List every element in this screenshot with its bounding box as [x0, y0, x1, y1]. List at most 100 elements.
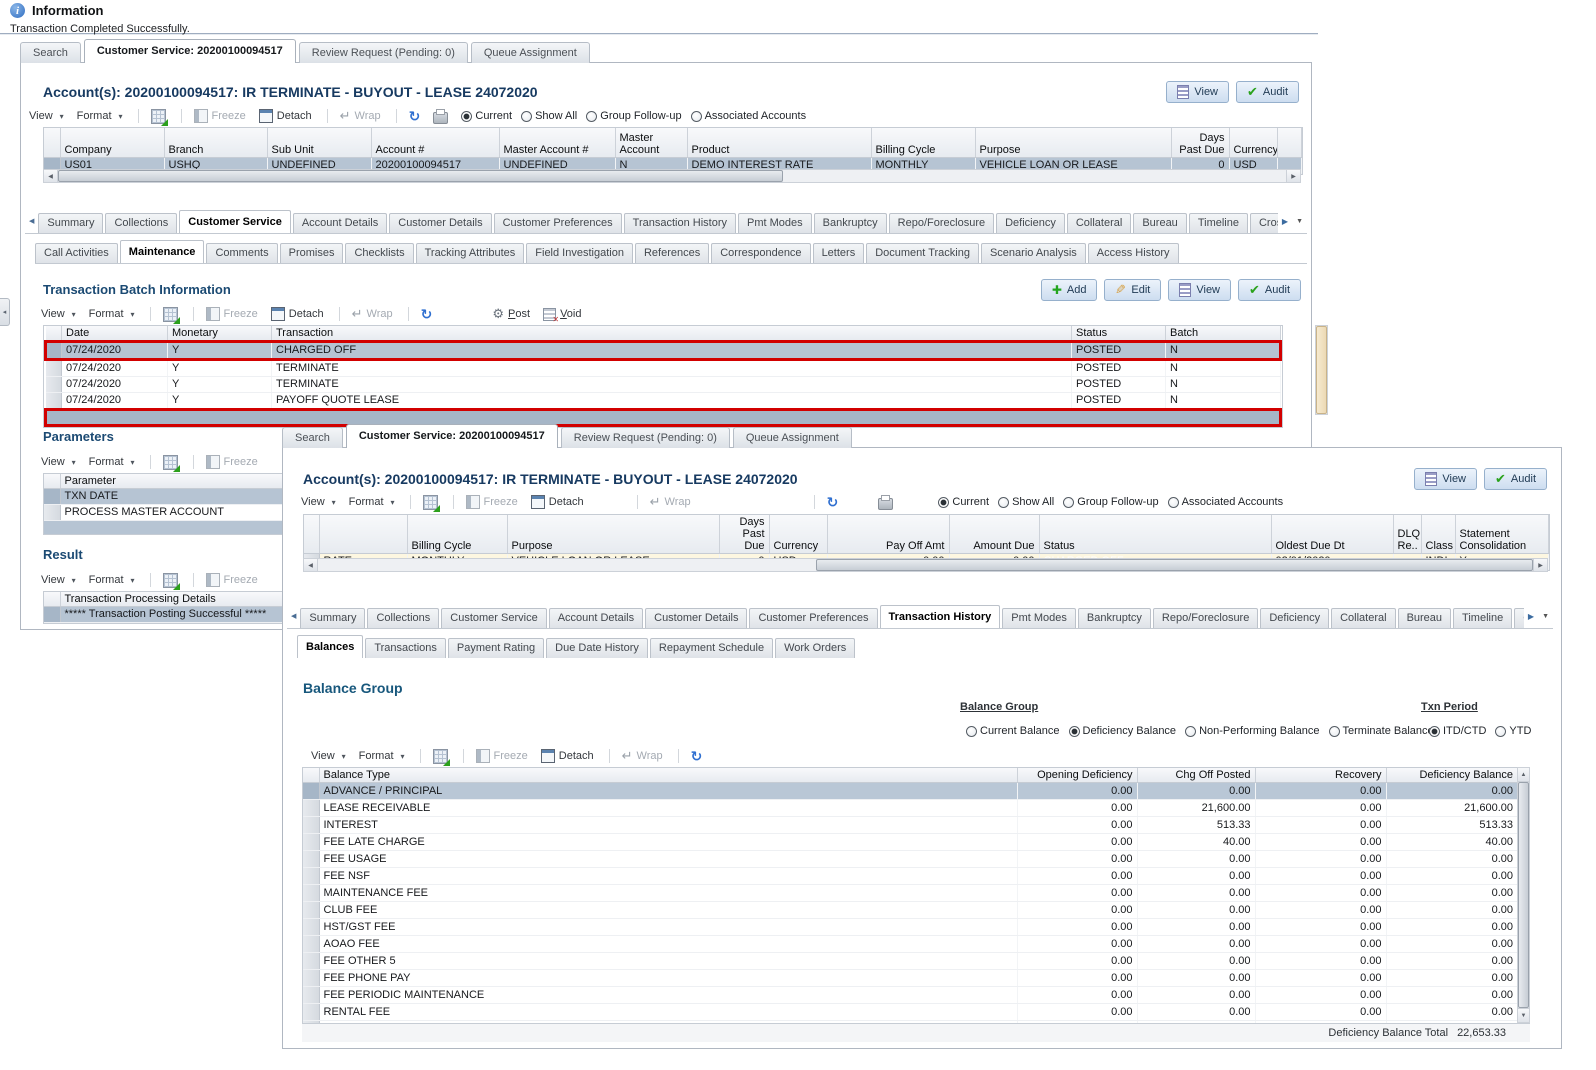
- sub-tab[interactable]: Access History: [1087, 243, 1179, 263]
- row-selector[interactable]: [45, 376, 62, 393]
- window-tab[interactable]: Queue Assignment: [732, 427, 852, 448]
- balance-row[interactable]: INTEREST 0.00 513.33 0.00 513.33: [303, 816, 1518, 834]
- wrap-button[interactable]: Wrap: [340, 108, 381, 124]
- main-tab[interactable]: Timeline: [1453, 608, 1513, 628]
- main-tab[interactable]: Timeline: [1188, 213, 1248, 233]
- balance-row[interactable]: HST/GST FEE 0.00 0.00 0.00 0.00: [303, 918, 1518, 936]
- tabs-scroll-left-icon[interactable]: [287, 606, 300, 626]
- balance-group-radio[interactable]: Deficiency Balance: [1068, 725, 1176, 737]
- main-tab[interactable]: Summary: [300, 608, 366, 628]
- account-filter-radio[interactable]: Current: [938, 496, 989, 508]
- detach-button[interactable]: Detach: [530, 495, 584, 509]
- account-filter-radio[interactable]: Associated Accounts: [1167, 496, 1283, 508]
- main-tab[interactable]: Cross/Up Sell: [1249, 213, 1278, 233]
- splitter-restore[interactable]: [0, 298, 10, 326]
- refresh-icon[interactable]: [691, 748, 703, 765]
- sub-tab[interactable]: Maintenance: [119, 240, 205, 263]
- row-selector[interactable]: [303, 850, 320, 868]
- window-tab[interactable]: Queue Assignment: [470, 42, 590, 63]
- main-tab[interactable]: Collateral: [1066, 213, 1132, 233]
- scroll-right-icon[interactable]: [1533, 559, 1547, 571]
- main-tab[interactable]: Cross/Up Sell: [1514, 608, 1524, 628]
- window-tab[interactable]: Customer Service: 20200100094517: [345, 424, 558, 448]
- hscroll-thumb[interactable]: [58, 170, 783, 182]
- main-tab[interactable]: Bankruptcy: [1077, 608, 1151, 628]
- view-menu[interactable]: View: [41, 456, 76, 468]
- row-selector[interactable]: [303, 833, 320, 851]
- format-menu[interactable]: Format: [349, 496, 395, 508]
- window-tab[interactable]: Search: [20, 42, 81, 63]
- balance-row[interactable]: FEE PERIODIC MAINTENANCE 0.00 0.00 0.00 …: [303, 986, 1518, 1004]
- balance-row[interactable]: LEASE RECEIVABLE 0.00 21,600.00 0.00 21,…: [303, 799, 1518, 817]
- sub-tab[interactable]: References: [634, 243, 710, 263]
- row-selector[interactable]: [303, 969, 320, 987]
- row-selector[interactable]: [303, 884, 320, 902]
- row-selector[interactable]: [44, 504, 61, 521]
- row-selector[interactable]: [303, 986, 320, 1004]
- balance-row[interactable]: ADVANCE / PRINCIPAL 0.00 0.00 0.00 0.00: [303, 782, 1518, 800]
- refresh-icon[interactable]: [409, 108, 421, 125]
- freeze-button[interactable]: Freeze: [205, 455, 258, 469]
- format-menu[interactable]: Format: [89, 574, 135, 586]
- tabs-overflow-icon[interactable]: [1292, 211, 1307, 231]
- main-tab[interactable]: Repo/Foreclosure: [1152, 608, 1259, 628]
- view-menu[interactable]: View: [41, 308, 76, 320]
- row-selector[interactable]: [45, 392, 62, 410]
- sub-tab[interactable]: Payment Rating: [447, 638, 545, 658]
- scroll-left-icon[interactable]: [44, 170, 58, 182]
- freeze-button[interactable]: Freeze: [475, 749, 528, 763]
- main-tab[interactable]: Collections: [105, 213, 178, 233]
- balance-group-radio[interactable]: Current Balance: [966, 725, 1060, 737]
- main-tab[interactable]: Bureau: [1397, 608, 1452, 628]
- view-button[interactable]: View: [1414, 468, 1478, 490]
- account-filter-radio[interactable]: Associated Accounts: [690, 110, 806, 122]
- txn-period-radio[interactable]: YTD: [1495, 725, 1531, 737]
- row-selector[interactable]: [303, 901, 320, 919]
- main-tab[interactable]: Account Details: [548, 608, 644, 628]
- balance-row[interactable]: FEE USAGE 0.00 0.00 0.00 0.00: [303, 850, 1518, 868]
- row-selector[interactable]: [44, 606, 61, 623]
- vscroll-thumb[interactable]: [1518, 782, 1529, 1008]
- wrap-button[interactable]: Wrap: [650, 494, 691, 510]
- tabs-scroll-right-icon[interactable]: [1278, 211, 1292, 231]
- batch-vscrollbar[interactable]: [1315, 325, 1328, 415]
- export-icon[interactable]: [162, 572, 180, 590]
- view-menu[interactable]: View: [41, 574, 76, 586]
- edit-button[interactable]: Edit: [1104, 279, 1162, 301]
- sub-tab[interactable]: Call Activities: [35, 243, 118, 263]
- sub-tab[interactable]: Repayment Schedule: [649, 638, 774, 658]
- account-filter-radio[interactable]: Show All: [998, 496, 1054, 508]
- sub-tab[interactable]: Scenario Analysis: [980, 243, 1086, 263]
- scroll-right-icon[interactable]: [1286, 170, 1300, 182]
- add-button[interactable]: Add: [1040, 279, 1098, 301]
- detach-button[interactable]: Detach: [258, 109, 312, 123]
- main-tab[interactable]: Bureau: [1133, 213, 1187, 233]
- account-hscrollbar[interactable]: [43, 169, 1301, 183]
- main-tab[interactable]: Account Details: [292, 213, 388, 233]
- balance-row[interactable]: FEE NSF 0.00 0.00 0.00 0.00: [303, 867, 1518, 885]
- batch-row[interactable]: 07/24/2020 Y CHARGED OFF POSTED N: [44, 340, 1282, 361]
- batch-row[interactable]: 07/24/2020 Y PAYOFF QUOTE LEASE POSTED N: [45, 392, 1281, 410]
- format-menu[interactable]: Format: [359, 750, 405, 762]
- result-row[interactable]: ***** Transaction Posting Successful ***…: [44, 606, 296, 623]
- sub-tab[interactable]: Comments: [206, 243, 278, 263]
- row-selector[interactable]: [45, 359, 62, 377]
- sub-tab[interactable]: Promises: [279, 243, 344, 263]
- main-tab[interactable]: Customer Details: [389, 213, 492, 233]
- view-menu[interactable]: View: [311, 750, 346, 762]
- balance-row[interactable]: CLUB FEE 0.00 0.00 0.00 0.00: [303, 901, 1518, 919]
- detach-button[interactable]: Detach: [540, 749, 594, 763]
- format-menu[interactable]: Format: [89, 456, 135, 468]
- tabs-scroll-right-icon[interactable]: [1524, 606, 1538, 626]
- freeze-button[interactable]: Freeze: [205, 307, 258, 321]
- main-tab[interactable]: Customer Service: [441, 608, 547, 628]
- balance-row[interactable]: AOAO FEE 0.00 0.00 0.00 0.00: [303, 935, 1518, 953]
- export-icon[interactable]: [422, 494, 440, 512]
- main-tab[interactable]: Customer Preferences: [749, 608, 878, 628]
- txn-period-radio[interactable]: ITD/CTD: [1429, 725, 1486, 737]
- balance-row[interactable]: FEE PHONE PAY 0.00 0.00 0.00 0.00: [303, 969, 1518, 987]
- sub-tab[interactable]: Letters: [812, 243, 865, 263]
- main-tab[interactable]: Transaction History: [879, 605, 1001, 628]
- main-tab[interactable]: Deficiency: [996, 213, 1065, 233]
- row-selector[interactable]: [44, 340, 62, 361]
